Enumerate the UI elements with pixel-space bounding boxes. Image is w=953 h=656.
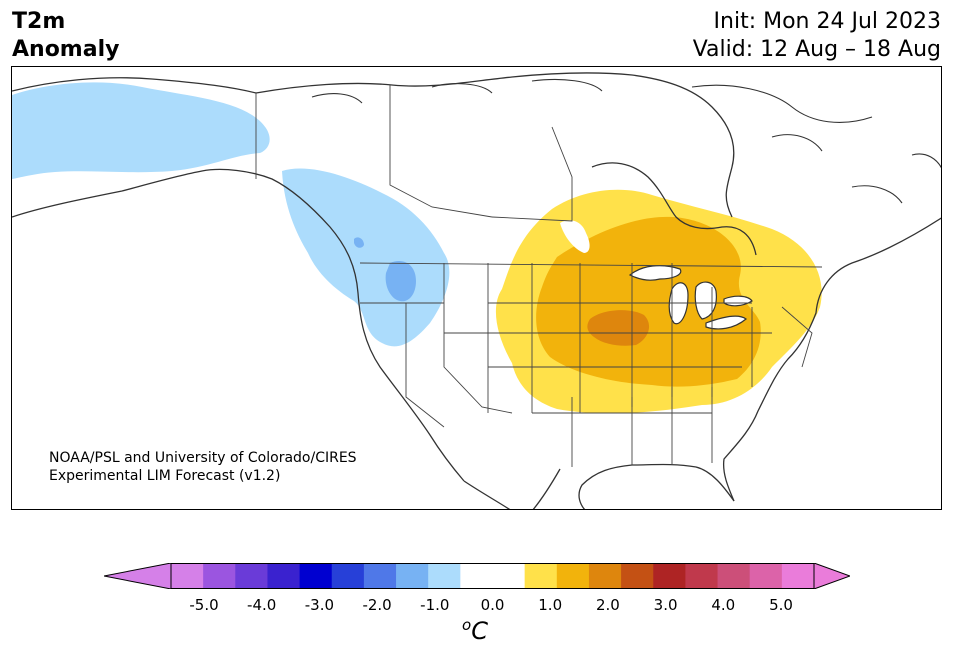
colorbar [104,563,850,589]
warm-anomaly-2c [536,216,761,387]
valid-range: Valid: 12 Aug – 18 Aug [692,37,941,62]
colorbar-tick-label: 5.0 [769,596,793,614]
colorbar-cell [428,563,461,589]
colorbar-tick-label: -4.0 [247,596,277,614]
colorbar-cell [524,563,558,589]
cool-anomaly-1c-core [385,261,416,302]
colorbar-tick-label: 0.0 [480,596,505,614]
init-date: Init: Mon 24 Jul 2023 [713,9,941,34]
colorbar-cell [621,563,654,589]
colorbar-cell [685,563,719,589]
credit-line-2: Experimental LIM Forecast (v1.2) [49,468,281,484]
colorbar-cell [781,563,815,589]
mexico-coastline [463,468,561,509]
cool-anomaly-alaska [12,82,270,179]
colorbar-tick-label: 2.0 [595,596,620,614]
colorbar-cell [396,563,429,589]
colorbar-cell [588,563,622,589]
great-lakes [628,265,753,330]
colorbar-cell [492,563,526,589]
colorbar-tick-label: 1.0 [538,596,563,614]
warm-anomaly-3c [587,310,650,346]
colorbar-tick-labels: -5.0 -4.0 -3.0 -2.0 -1.0 0.0 1.0 2.0 3.0 4.0 5.0 [0,596,953,616]
colorbar-tick-label: 3.0 [653,596,678,614]
colorbar-cell [556,563,590,589]
unit-degree-symbol: o [462,616,472,634]
hudson-bay-patch [560,220,590,253]
colorbar-tick-label: 4.0 [711,596,736,614]
hudson-bay-coast [591,162,757,256]
state-boundaries [255,85,823,467]
colorbar-tick-label: -3.0 [304,596,335,614]
pacific-coastline [12,168,465,482]
colorbar-outline [170,563,815,589]
colorbar-cell [717,563,751,589]
cool-anomaly-small-core [354,237,364,248]
colorbar-cell [331,563,365,589]
alaska-north-coast [12,77,257,94]
colorbar-cell [299,563,333,589]
colorbar-unit: oC [462,616,488,645]
colorbar-tick-label: -5.0 [189,596,219,614]
colorbar-cell [235,563,268,589]
colorbar-cell [203,563,236,589]
arctic-islands [311,78,941,204]
map-panel [11,66,942,510]
forecast-credit: NOAA/PSL and University of Colorado/CIRE… [49,449,357,485]
forecast-dates: Init: Mon 24 Jul 2023 Valid: 12 Aug – 18… [693,8,941,64]
colorbar-cell [460,563,493,589]
colorbar-cell [171,563,204,589]
title-line-1: T2m [12,9,66,34]
colorbar-cell [749,563,783,589]
colorbar-tick-label: -2.0 [362,596,392,614]
colorbar-under-extension [104,563,172,589]
unit-letter: C [471,617,488,645]
colorbar-over-extension [813,563,850,589]
map-title: T2m Anomaly [12,8,119,64]
credit-line-1: NOAA/PSL and University of Colorado/CIRE… [49,450,357,466]
gulf-coastline [578,463,735,509]
colorbar-cell [363,563,397,589]
colorbar-cell [267,563,301,589]
atlantic-coastline [722,217,941,502]
anomaly-map [12,72,941,509]
title-line-2: Anomaly [12,37,120,62]
arctic-coastline [255,72,735,218]
colorbar-tick-label: -1.0 [420,596,450,614]
cool-anomaly-west [282,168,450,347]
colorbar-cell [653,563,686,589]
colorbar-cells [171,563,815,589]
